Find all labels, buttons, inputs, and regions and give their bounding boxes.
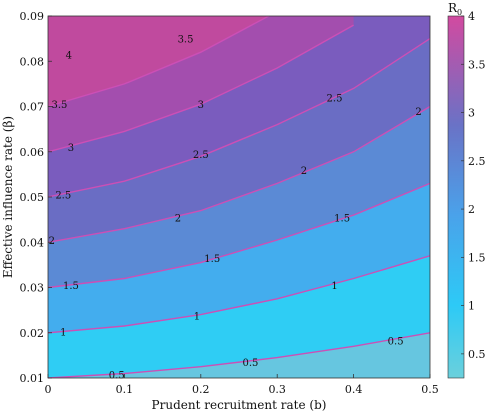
contour-labels: 0.5 0.5 0.5 1 1 1 1.5 1.5 1.5 2 2 2 2 2.5 2.5 2.5 3 3 3.5 3… xyxy=(49,35,422,382)
x-tick-label: 0.4 xyxy=(345,383,363,396)
y-tick-label: 0.07 xyxy=(20,101,45,114)
contour-label: 2.5 xyxy=(55,191,71,202)
contour-label: 3.5 xyxy=(178,35,194,46)
colorbar-title-main: R xyxy=(448,1,458,15)
colorbar-tick-label: 0.5 xyxy=(468,348,486,361)
contour-line-3 xyxy=(48,24,354,153)
y-tick-label: 0.08 xyxy=(20,55,45,68)
colorbar-tick-label: 3 xyxy=(468,107,475,120)
y-axis: 0.01 0.02 0.03 0.04 0.05 0.06 0.07 0.08 0.09 xyxy=(20,10,52,385)
contour-label: 1.5 xyxy=(204,254,220,265)
colorbar-tick-label: 1.5 xyxy=(468,251,486,264)
contour-line-2 xyxy=(48,105,430,243)
contour-label: 2 xyxy=(415,107,421,118)
contour-lines xyxy=(48,16,430,378)
y-tick-label: 0.05 xyxy=(20,191,45,204)
contour-label: 0.5 xyxy=(388,336,404,347)
band-below-0.5 xyxy=(48,332,430,378)
colorbar: R0 0.5 1 1.5 2 2.5 3 3.5 4 xyxy=(447,1,486,379)
contour-label: 2 xyxy=(49,236,55,247)
contour-label: 2 xyxy=(175,213,181,224)
band-below-1 xyxy=(48,255,430,378)
contour-line-3.5 xyxy=(48,16,271,108)
contour-label: 1 xyxy=(60,327,66,338)
contour-label: 1.5 xyxy=(63,281,79,292)
colorbar-tick-label: 1 xyxy=(468,300,475,313)
y-tick-label: 0.03 xyxy=(20,282,45,295)
contour-label: 0.5 xyxy=(243,358,259,369)
colorbar-tick-label: 2 xyxy=(468,203,475,216)
x-tick-label: 0 xyxy=(45,383,52,396)
contour-label: 3 xyxy=(68,143,74,154)
contour-label: 1.5 xyxy=(334,213,350,224)
x-tick-label: 0.5 xyxy=(421,383,439,396)
contour-line-2.5 xyxy=(48,38,430,198)
colorbar-ticks: 0.5 1 1.5 2 2.5 3 3.5 4 xyxy=(461,10,486,361)
contour-line-0.5 xyxy=(48,332,430,378)
y-tick-label: 0.09 xyxy=(20,10,45,23)
colorbar-tick-label: 2.5 xyxy=(468,155,486,168)
contour-line-1.5 xyxy=(48,182,430,289)
contour-label: 1 xyxy=(331,281,337,292)
y-tick-label: 0.02 xyxy=(20,327,45,340)
colorbar-tick-label: 4 xyxy=(468,10,475,23)
contour-line-1 xyxy=(48,255,430,334)
contour-label: 2.5 xyxy=(193,150,209,161)
x-axis: 0 0.1 0.2 0.3 0.4 0.5 xyxy=(45,374,439,396)
contour-label: 2.5 xyxy=(327,93,343,104)
contour-label: 0.5 xyxy=(109,370,125,381)
colorbar-title-sub: 0 xyxy=(457,8,462,17)
y-tick-label: 0.01 xyxy=(20,372,45,385)
colorbar-gradient xyxy=(447,15,465,379)
x-tick-label: 0.1 xyxy=(116,383,134,396)
x-tick-label: 0.3 xyxy=(268,383,286,396)
contour-label: 3 xyxy=(198,100,204,111)
contour-label: 2 xyxy=(301,166,307,177)
contour-label: 3.5 xyxy=(52,100,68,111)
y-axis-label: Effective influence rate (β) xyxy=(1,116,15,278)
contour-label: 1 xyxy=(194,312,200,323)
y-tick-label: 0.06 xyxy=(20,146,45,159)
y-tick-label: 0.04 xyxy=(20,236,45,249)
x-axis-label: Prudent recruitment rate (b) xyxy=(152,398,327,412)
colorbar-title: R0 xyxy=(448,1,462,17)
x-tick-label: 0.2 xyxy=(192,383,210,396)
colorbar-tick-label: 3.5 xyxy=(468,58,486,71)
region-label: 4 xyxy=(66,50,72,61)
